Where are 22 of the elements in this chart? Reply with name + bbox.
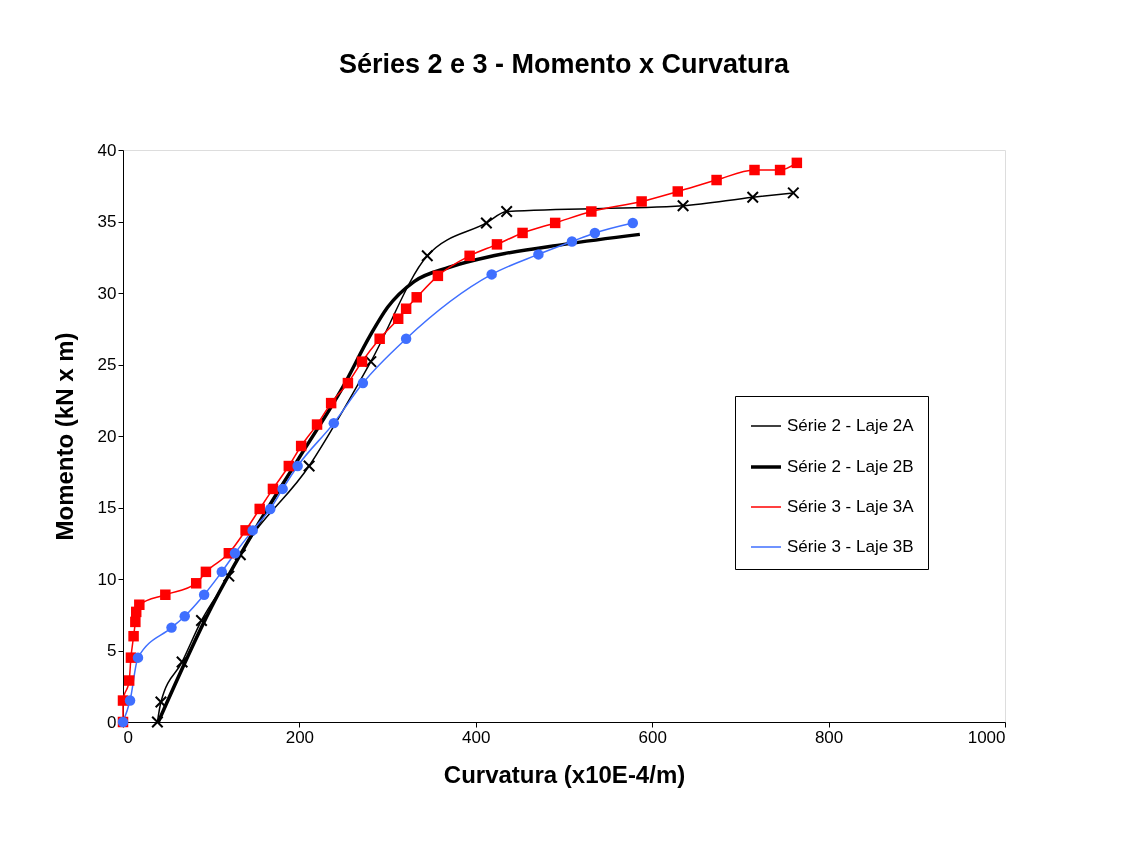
y-tick-label: 25 [97,355,117,374]
x-tick-label: 400 [462,727,491,747]
legend-label: Série 2 - Laje 2A [787,416,915,435]
legend-label: Série 3 - Laje 3B [787,537,914,556]
y-tick-label: 30 [97,283,117,303]
legend-label: Série 2 - Laje 2B [787,457,914,476]
x-tick-label: 0 [123,727,133,747]
x-tick-label: 800 [814,727,844,747]
y-tick-label: 15 [97,498,117,517]
y-tick-label: 35 [97,212,117,231]
y-tick-label: 20 [97,426,117,446]
x-tick-label: 200 [285,727,315,747]
y-tick-label: 40 [97,140,117,160]
x-tick-label: 1000 [967,727,1006,747]
chart-title: Séries 2 e 3 - Momento x Curvatura [338,49,791,79]
legend-label: Série 3 - Laje 3A [787,497,915,516]
x-tick-label: 600 [638,727,667,747]
y-axis-title: Momento (kN x m) [50,332,78,541]
x-axis-title: Curvatura (x10E-4/m) [443,760,686,788]
y-tick-label: 0 [107,712,117,732]
y-tick-label: 5 [107,641,117,660]
y-tick-label: 10 [97,569,117,589]
